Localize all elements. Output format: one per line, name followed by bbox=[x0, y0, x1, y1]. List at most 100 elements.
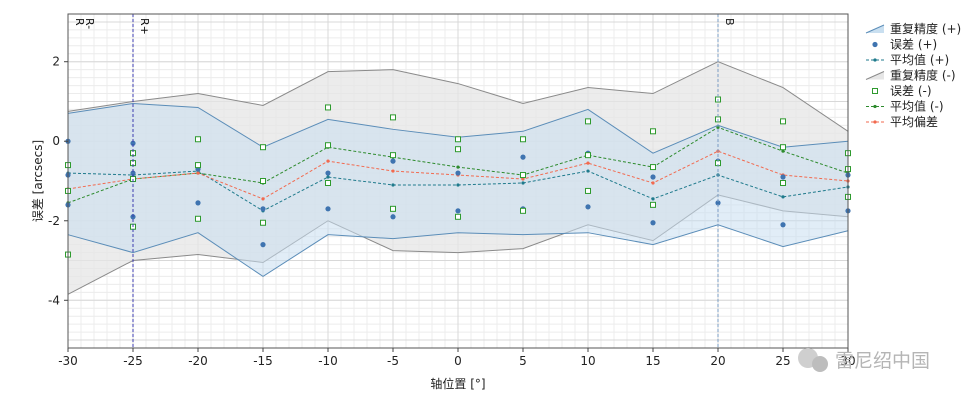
mean-deviation-point bbox=[586, 161, 590, 165]
watermark-text: 雷尼绍中国 bbox=[835, 350, 930, 372]
error-plus-point bbox=[455, 208, 461, 214]
error-minus-point bbox=[455, 136, 461, 143]
mean-deviation-legend-label: 平均偏差 bbox=[890, 114, 938, 129]
watermark: 雷尼绍中国 bbox=[798, 348, 930, 372]
legend: 重复精度 (+) 误差 (+)平均值 (+)重复精度 (-)误差 (-)平均值 (… bbox=[865, 21, 961, 129]
x-tick-label: -10 bbox=[318, 354, 338, 368]
mean-deviation-legend-swatch-dot bbox=[873, 120, 877, 124]
error-plus-point bbox=[585, 204, 591, 210]
error-plus-point bbox=[325, 206, 331, 212]
error-minus-point bbox=[390, 205, 396, 212]
error-minus-point bbox=[520, 172, 526, 179]
mean-plus-point bbox=[781, 195, 785, 199]
error-minus-legend-label: 误差 (-) bbox=[890, 84, 932, 98]
marker-label: R- bbox=[83, 18, 96, 29]
mean-minus-point bbox=[456, 165, 460, 169]
error-plus-point bbox=[715, 200, 721, 206]
error-minus-point bbox=[520, 207, 526, 214]
y-tick-label: -2 bbox=[48, 214, 60, 228]
mean-plus-legend-swatch-dot bbox=[873, 58, 877, 62]
error-plus-point bbox=[650, 174, 656, 180]
y-tick-label: 0 bbox=[52, 134, 60, 148]
mean-minus-legend-swatch-dot bbox=[873, 104, 877, 109]
error-minus-point bbox=[195, 162, 201, 169]
x-tick-label: -20 bbox=[188, 354, 208, 368]
axes-layer: -30 -25 -20 -15 -10 -5 0 5 10 15 20 25 30-4-202 bbox=[48, 55, 856, 368]
error-minus-point bbox=[195, 136, 201, 143]
mean-deviation-point bbox=[261, 197, 265, 201]
mean-minus-point bbox=[781, 149, 785, 153]
x-tick-label: 20 bbox=[710, 354, 725, 368]
x-tick-label: -5 bbox=[387, 354, 399, 368]
x-tick-label: -25 bbox=[123, 354, 143, 368]
error-minus-point bbox=[585, 152, 591, 159]
error-plus-legend-label: 误差 (+) bbox=[890, 38, 937, 52]
mean-deviation-point bbox=[651, 181, 655, 185]
mean-plus-point bbox=[326, 175, 330, 179]
mean-deviation-point bbox=[391, 169, 395, 173]
x-tick-label: -30 bbox=[58, 354, 78, 368]
mean-minus-point bbox=[716, 125, 720, 129]
marker-label: B bbox=[723, 18, 736, 26]
marker-label: R+ bbox=[138, 18, 151, 35]
y-tick-label: -4 bbox=[48, 293, 60, 307]
wechat-icon-bubble bbox=[812, 356, 828, 372]
error-minus-point bbox=[780, 179, 786, 186]
error-minus-point bbox=[325, 104, 331, 111]
mean-plus-point bbox=[456, 183, 460, 187]
error-plus-point bbox=[780, 222, 786, 228]
x-tick-label: 0 bbox=[454, 354, 462, 368]
error-minus-point bbox=[260, 144, 266, 151]
error-plus-point bbox=[390, 214, 396, 220]
error-plus-legend-swatch bbox=[872, 41, 878, 48]
error-plus-point bbox=[455, 170, 461, 176]
error-minus-point bbox=[780, 144, 786, 151]
error-plus-point bbox=[390, 158, 396, 164]
x-tick-label: -15 bbox=[253, 354, 273, 368]
mean-plus-point bbox=[651, 197, 655, 201]
error-minus-point bbox=[195, 215, 201, 222]
error-plus-point bbox=[130, 170, 136, 176]
x-tick-label: 30 bbox=[840, 354, 855, 368]
error-minus-point bbox=[650, 128, 656, 135]
error-plus-point bbox=[780, 174, 786, 180]
error-plus-point bbox=[130, 140, 136, 146]
repeatability-minus-legend-label: 重复精度 (-) bbox=[890, 68, 956, 83]
error-plus-point bbox=[260, 242, 266, 248]
error-plus-point bbox=[195, 200, 201, 206]
error-minus-point bbox=[260, 178, 266, 184]
x-tick-label: 25 bbox=[775, 354, 790, 368]
mean-plus-point bbox=[586, 169, 590, 173]
mean-plus-point bbox=[521, 181, 525, 185]
error-plus-point bbox=[325, 170, 331, 176]
mean-deviation-point bbox=[521, 177, 525, 181]
error-minus-point bbox=[585, 187, 591, 194]
repeatability-plus-legend-swatch bbox=[865, 24, 885, 34]
error-minus-point bbox=[390, 114, 396, 121]
repeatability-minus-legend-swatch bbox=[865, 71, 885, 80]
error-plus-point bbox=[520, 154, 526, 160]
x-tick-label: 5 bbox=[519, 354, 527, 368]
error-minus-point bbox=[520, 136, 526, 143]
error-minus-point bbox=[780, 118, 786, 125]
error-plus-point bbox=[260, 206, 266, 212]
error-minus-point bbox=[325, 142, 331, 149]
y-tick-label: 2 bbox=[52, 55, 60, 69]
x-axis-label: 轴位置 [°] bbox=[430, 376, 485, 391]
mean-deviation-point bbox=[196, 171, 200, 175]
error-minus-point bbox=[650, 164, 656, 171]
x-tick-label: 15 bbox=[645, 354, 660, 368]
mean-plus-point bbox=[391, 183, 395, 187]
error-minus-point bbox=[260, 219, 266, 226]
error-minus-point bbox=[585, 118, 591, 125]
marker-label: R bbox=[73, 18, 86, 26]
error-minus-point bbox=[325, 179, 331, 186]
x-tick-label: 10 bbox=[580, 354, 595, 368]
error-minus-point bbox=[390, 152, 396, 159]
error-minus-point bbox=[455, 213, 461, 220]
error-minus-legend-swatch bbox=[872, 88, 878, 94]
mean-deviation-point bbox=[326, 159, 330, 163]
repeatability-plus-fill bbox=[68, 103, 848, 277]
